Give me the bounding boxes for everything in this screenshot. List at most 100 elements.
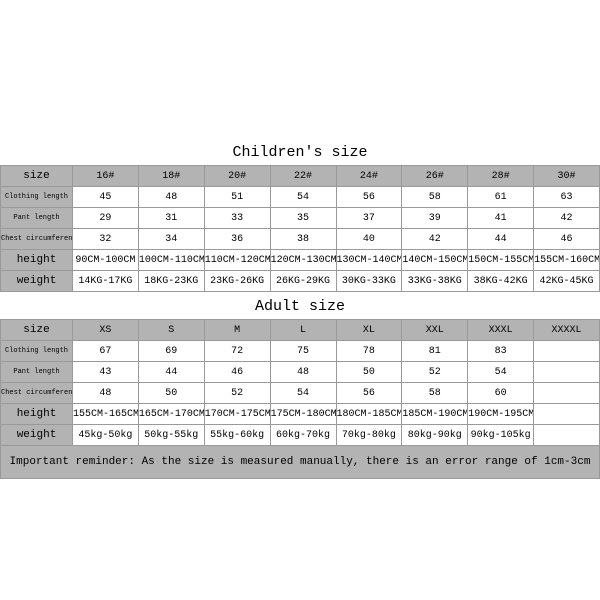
cell: 33KG-38KG xyxy=(402,271,468,292)
cell: 50 xyxy=(138,383,204,404)
cell: 43 xyxy=(73,362,139,383)
cell: 39 xyxy=(402,208,468,229)
cell: 180CM-185CM xyxy=(336,404,402,425)
cell: 38KG-42KG xyxy=(468,271,534,292)
cell xyxy=(534,383,600,404)
size-header: XL xyxy=(336,320,402,341)
cell: 18KG-23KG xyxy=(138,271,204,292)
children-size-table: size 16# 18# 20# 22# 24# 26# 28# 30# Clo… xyxy=(0,165,600,292)
cell: 40 xyxy=(336,229,402,250)
adult-title: Adult size xyxy=(0,292,600,319)
row-label: Chest circumference 1/2 xyxy=(1,383,73,404)
children-title: Children's size xyxy=(0,138,600,165)
cell: 90kg-105kg xyxy=(468,425,534,446)
cell: 69 xyxy=(138,341,204,362)
cell: 78 xyxy=(336,341,402,362)
table-row: Chest circumference 1/2 48 50 52 54 56 5… xyxy=(1,383,600,404)
table-row: height 155CM-165CM 165CM-170CM 170CM-175… xyxy=(1,404,600,425)
cell: 155CM-160CM xyxy=(534,250,600,271)
cell: 165CM-170CM xyxy=(138,404,204,425)
size-header: 20# xyxy=(204,166,270,187)
row-label: Clothing length xyxy=(1,187,73,208)
table-row: height 90CM-100CM 100CM-110CM 110CM-120C… xyxy=(1,250,600,271)
row-label: Pant length xyxy=(1,362,73,383)
cell: 42KG-45KG xyxy=(534,271,600,292)
cell xyxy=(534,341,600,362)
cell: 170CM-175CM xyxy=(204,404,270,425)
cell: 61 xyxy=(468,187,534,208)
row-label: Chest circumference 1/2 xyxy=(1,229,73,250)
cell: 41 xyxy=(468,208,534,229)
table-row: Pant length 29 31 33 35 37 39 41 42 xyxy=(1,208,600,229)
cell: 54 xyxy=(270,383,336,404)
cell: 155CM-165CM xyxy=(73,404,139,425)
cell: 14KG-17KG xyxy=(73,271,139,292)
cell: 38 xyxy=(270,229,336,250)
cell xyxy=(534,425,600,446)
cell: 60kg-70kg xyxy=(270,425,336,446)
cell: 54 xyxy=(270,187,336,208)
cell: 30KG-33KG xyxy=(336,271,402,292)
cell xyxy=(534,404,600,425)
cell: 42 xyxy=(402,229,468,250)
cell: 110CM-120CM xyxy=(204,250,270,271)
cell: 140CM-150CM xyxy=(402,250,468,271)
row-label: height xyxy=(1,404,73,425)
cell: 23KG-26KG xyxy=(204,271,270,292)
table-row: Clothing length 67 69 72 75 78 81 83 xyxy=(1,341,600,362)
cell: 52 xyxy=(402,362,468,383)
cell: 60 xyxy=(468,383,534,404)
table-row: weight 45kg-50kg 50kg-55kg 55kg-60kg 60k… xyxy=(1,425,600,446)
cell: 51 xyxy=(204,187,270,208)
cell: 130CM-140CM xyxy=(336,250,402,271)
table-row: Clothing length 45 48 51 54 56 58 61 63 xyxy=(1,187,600,208)
cell: 55kg-60kg xyxy=(204,425,270,446)
size-header: 16# xyxy=(73,166,139,187)
cell: 190CM-195CM xyxy=(468,404,534,425)
cell: 80kg-90kg xyxy=(402,425,468,446)
table-row: size XS S M L XL XXL XXXL XXXXL xyxy=(1,320,600,341)
cell: 45 xyxy=(73,187,139,208)
cell: 58 xyxy=(402,383,468,404)
row-label: Pant length xyxy=(1,208,73,229)
reminder-note: Important reminder: As the size is measu… xyxy=(0,446,600,479)
cell: 185CM-190CM xyxy=(402,404,468,425)
cell: 63 xyxy=(534,187,600,208)
adult-size-table: size XS S M L XL XXL XXXL XXXXL Clothing… xyxy=(0,319,600,446)
table-row: size 16# 18# 20# 22# 24# 26# 28# 30# xyxy=(1,166,600,187)
size-header: M xyxy=(204,320,270,341)
cell: 42 xyxy=(534,208,600,229)
size-header: XXXXL xyxy=(534,320,600,341)
cell: 83 xyxy=(468,341,534,362)
size-header: L xyxy=(270,320,336,341)
cell: 52 xyxy=(204,383,270,404)
cell: 35 xyxy=(270,208,336,229)
size-chart-page: Children's size size 16# 18# 20# 22# 24#… xyxy=(0,0,600,600)
table-row: weight 14KG-17KG 18KG-23KG 23KG-26KG 26K… xyxy=(1,271,600,292)
cell xyxy=(534,362,600,383)
cell: 50 xyxy=(336,362,402,383)
size-header: 26# xyxy=(402,166,468,187)
cell: 72 xyxy=(204,341,270,362)
row-label: height xyxy=(1,250,73,271)
size-header: 28# xyxy=(468,166,534,187)
size-header: 22# xyxy=(270,166,336,187)
cell: 26KG-29KG xyxy=(270,271,336,292)
cell: 29 xyxy=(73,208,139,229)
cell: 36 xyxy=(204,229,270,250)
cell: 37 xyxy=(336,208,402,229)
cell: 48 xyxy=(270,362,336,383)
size-header: 30# xyxy=(534,166,600,187)
cell: 175CM-180CM xyxy=(270,404,336,425)
row-label: size xyxy=(1,320,73,341)
cell: 46 xyxy=(534,229,600,250)
cell: 34 xyxy=(138,229,204,250)
cell: 32 xyxy=(73,229,139,250)
row-label: weight xyxy=(1,271,73,292)
cell: 54 xyxy=(468,362,534,383)
cell: 44 xyxy=(138,362,204,383)
table-row: Chest circumference 1/2 32 34 36 38 40 4… xyxy=(1,229,600,250)
cell: 31 xyxy=(138,208,204,229)
cell: 56 xyxy=(336,187,402,208)
cell: 120CM-130CM xyxy=(270,250,336,271)
